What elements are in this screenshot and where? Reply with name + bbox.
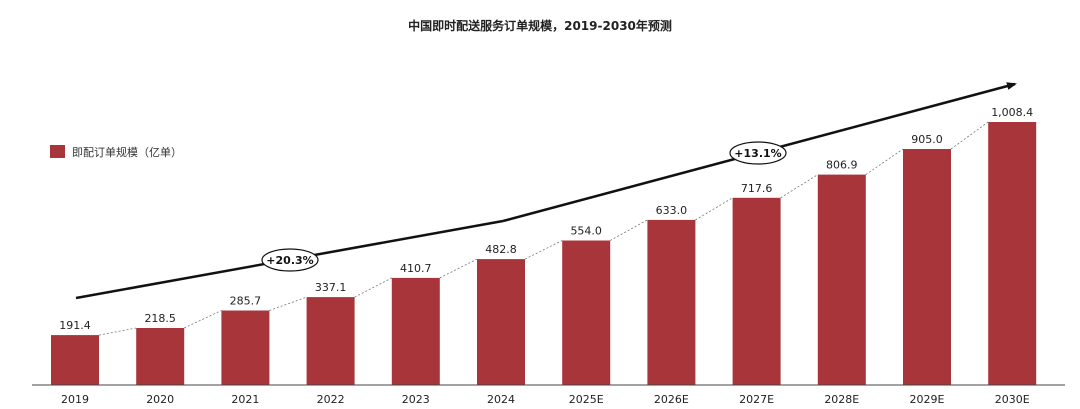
bar-2024 (477, 259, 525, 385)
cagr-label-2: +13.1% (734, 147, 781, 160)
value-label-2022: 337.1 (315, 281, 347, 294)
bar-2026E (647, 219, 696, 385)
value-label-2024: 482.8 (485, 243, 517, 256)
legend: 即配订单规模（亿单） (50, 145, 182, 159)
connector-2027E (780, 174, 819, 199)
chart-title: 中国即时配送服务订单规模，2019-2030年预测 (408, 18, 672, 33)
connector-2022 (354, 277, 392, 298)
bar-2021 (221, 310, 270, 385)
legend-swatch (50, 145, 65, 158)
cagr-label-1: +20.3% (266, 254, 313, 267)
connector-2019 (98, 327, 137, 336)
bar-2022 (306, 297, 355, 385)
value-label-2029E: 905.0 (911, 133, 943, 146)
cagr-ellipse-1 (261, 248, 319, 272)
value-label-2030E: 1,008.4 (991, 106, 1033, 119)
connector-2025E (610, 219, 648, 241)
connector-2021 (269, 296, 307, 311)
connector-2029E (950, 121, 989, 150)
x-tick-2028E: 2028E (824, 393, 859, 406)
bar-2023 (391, 277, 440, 385)
connector-2024 (524, 240, 563, 260)
value-label-2026E: 633.0 (656, 204, 688, 217)
x-tick-2021: 2021 (231, 393, 259, 406)
bar-2025E (562, 240, 611, 385)
bar-2028E (817, 174, 866, 385)
connector-2023 (439, 258, 478, 279)
bar-2030E (988, 122, 1037, 385)
connector-2026E (695, 197, 733, 221)
bar-2029E (903, 149, 951, 385)
x-tick-2022: 2022 (317, 393, 345, 406)
value-label-2028E: 806.9 (826, 159, 858, 172)
x-tick-labels: 2019 2020 2021 2022 2023 2024 2025E 2026E 2027E 2… (61, 393, 1030, 406)
legend-label: 即配订单规模（亿单） (72, 145, 182, 159)
cagr-ellipse-2 (729, 141, 787, 165)
bars (51, 122, 1037, 385)
x-tick-2029E: 2029E (910, 393, 945, 406)
x-tick-2027E: 2027E (739, 393, 774, 406)
value-label-2023: 410.7 (400, 262, 432, 275)
bar-2020 (136, 328, 185, 385)
x-tick-2025E: 2025E (569, 393, 604, 406)
connector-lines (98, 121, 989, 336)
value-label-2020: 218.5 (144, 312, 176, 325)
x-tick-2026E: 2026E (654, 393, 689, 406)
bar-2019 (51, 335, 99, 385)
x-tick-2024: 2024 (487, 393, 515, 406)
x-tick-2023: 2023 (402, 393, 430, 406)
value-label-2019: 191.4 (59, 319, 91, 332)
cagr-annotations: +20.3% +13.1% (75, 82, 1017, 300)
x-tick-2030E: 2030E (995, 393, 1030, 406)
connector-2028E (865, 148, 904, 175)
value-label-2025E: 554.0 (570, 225, 602, 238)
x-tick-2019: 2019 (61, 393, 89, 406)
value-label-2021: 285.7 (230, 295, 262, 308)
value-labels: 191.4 218.5 285.7 337.1 410.7 482.8 554.0 633.0… (59, 106, 1033, 332)
connector-2020 (184, 310, 222, 329)
value-label-2027E: 717.6 (741, 182, 773, 195)
bar-2027E (732, 197, 781, 385)
x-tick-2020: 2020 (146, 393, 174, 406)
